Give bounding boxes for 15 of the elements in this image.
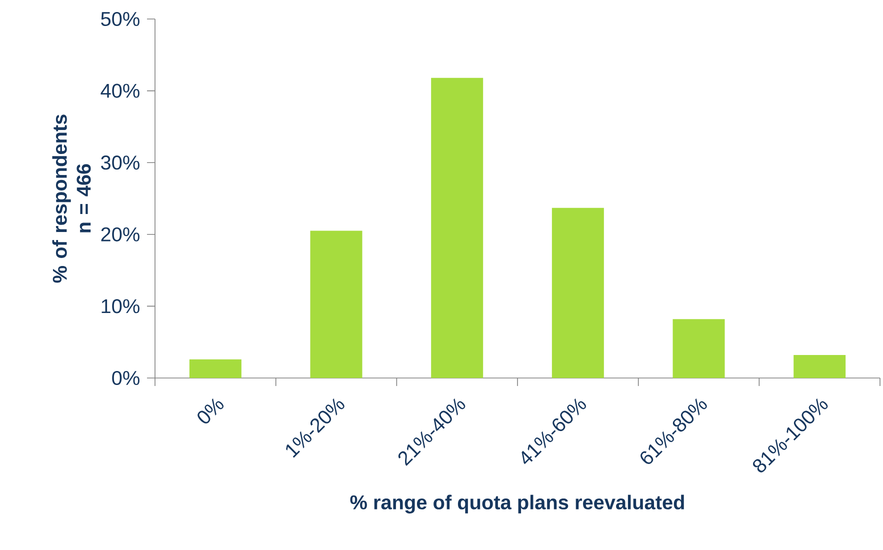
y-tick-label: 10% xyxy=(102,299,140,314)
y-tick-label: 30% xyxy=(101,156,140,170)
bar xyxy=(552,208,604,378)
x-axis-title: % range of quota plans reevaluated xyxy=(350,494,684,514)
bar xyxy=(672,319,725,378)
bar xyxy=(431,78,484,378)
bar xyxy=(794,355,846,378)
bar xyxy=(310,230,362,378)
y-tick-label: 20% xyxy=(101,227,140,242)
y-tick-label: 40% xyxy=(100,84,140,98)
y-tick-label: 0% xyxy=(112,370,140,386)
x-tick-label: 0% xyxy=(198,398,224,424)
bar xyxy=(189,359,242,378)
y-tick-label: 50% xyxy=(101,12,140,26)
y-axis-title: % of respondents n = 466 xyxy=(52,114,91,283)
